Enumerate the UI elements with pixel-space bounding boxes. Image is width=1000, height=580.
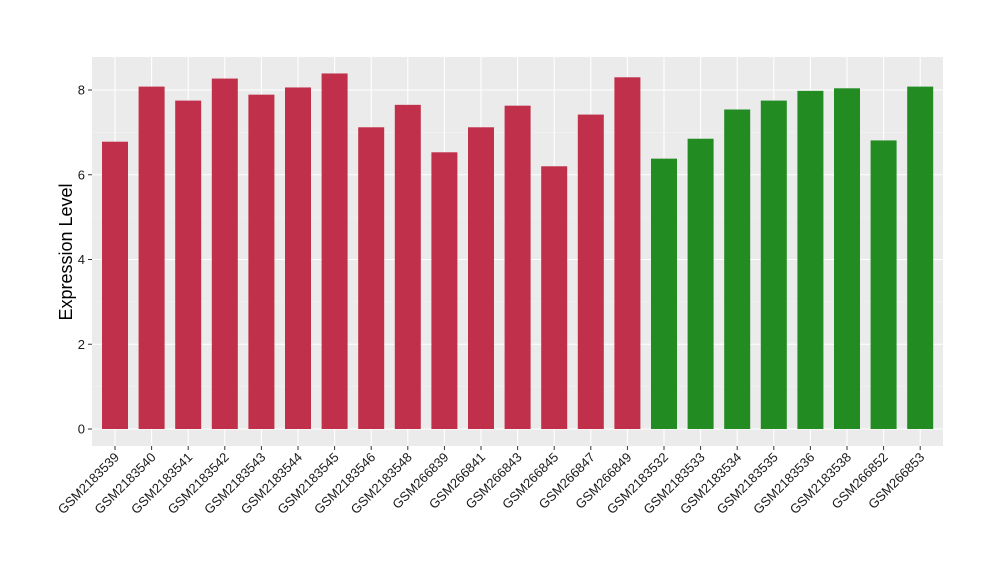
bar — [285, 87, 311, 430]
y-axis-title: Expression Level — [56, 183, 76, 320]
bar — [175, 100, 202, 429]
bar — [138, 86, 165, 430]
bar — [321, 73, 348, 429]
y-tick-label: 2 — [78, 337, 85, 352]
bar — [541, 166, 568, 429]
y-tick-label: 8 — [78, 83, 85, 98]
bar — [504, 105, 531, 430]
bar — [687, 138, 714, 429]
bar — [614, 77, 641, 429]
bar — [211, 78, 238, 429]
bar — [651, 158, 677, 429]
bar — [431, 152, 458, 429]
bar — [102, 141, 128, 429]
bar — [724, 109, 751, 430]
bar — [834, 88, 860, 430]
bar — [394, 104, 421, 430]
bar — [358, 127, 385, 429]
bars — [102, 73, 934, 430]
bar — [468, 127, 494, 429]
y-tick-label: 4 — [78, 252, 85, 267]
y-tick-label: 0 — [78, 422, 85, 437]
bar — [577, 114, 604, 429]
bar — [870, 140, 897, 429]
bar — [907, 86, 934, 430]
x-axis: GSM2183539GSM2183540GSM2183541GSM2183542… — [55, 446, 927, 517]
bar — [797, 90, 824, 429]
y-tick-label: 6 — [78, 167, 85, 182]
bar — [760, 100, 787, 429]
bar — [248, 94, 275, 429]
y-axis: 0 2 4 6 8 — [78, 83, 92, 437]
